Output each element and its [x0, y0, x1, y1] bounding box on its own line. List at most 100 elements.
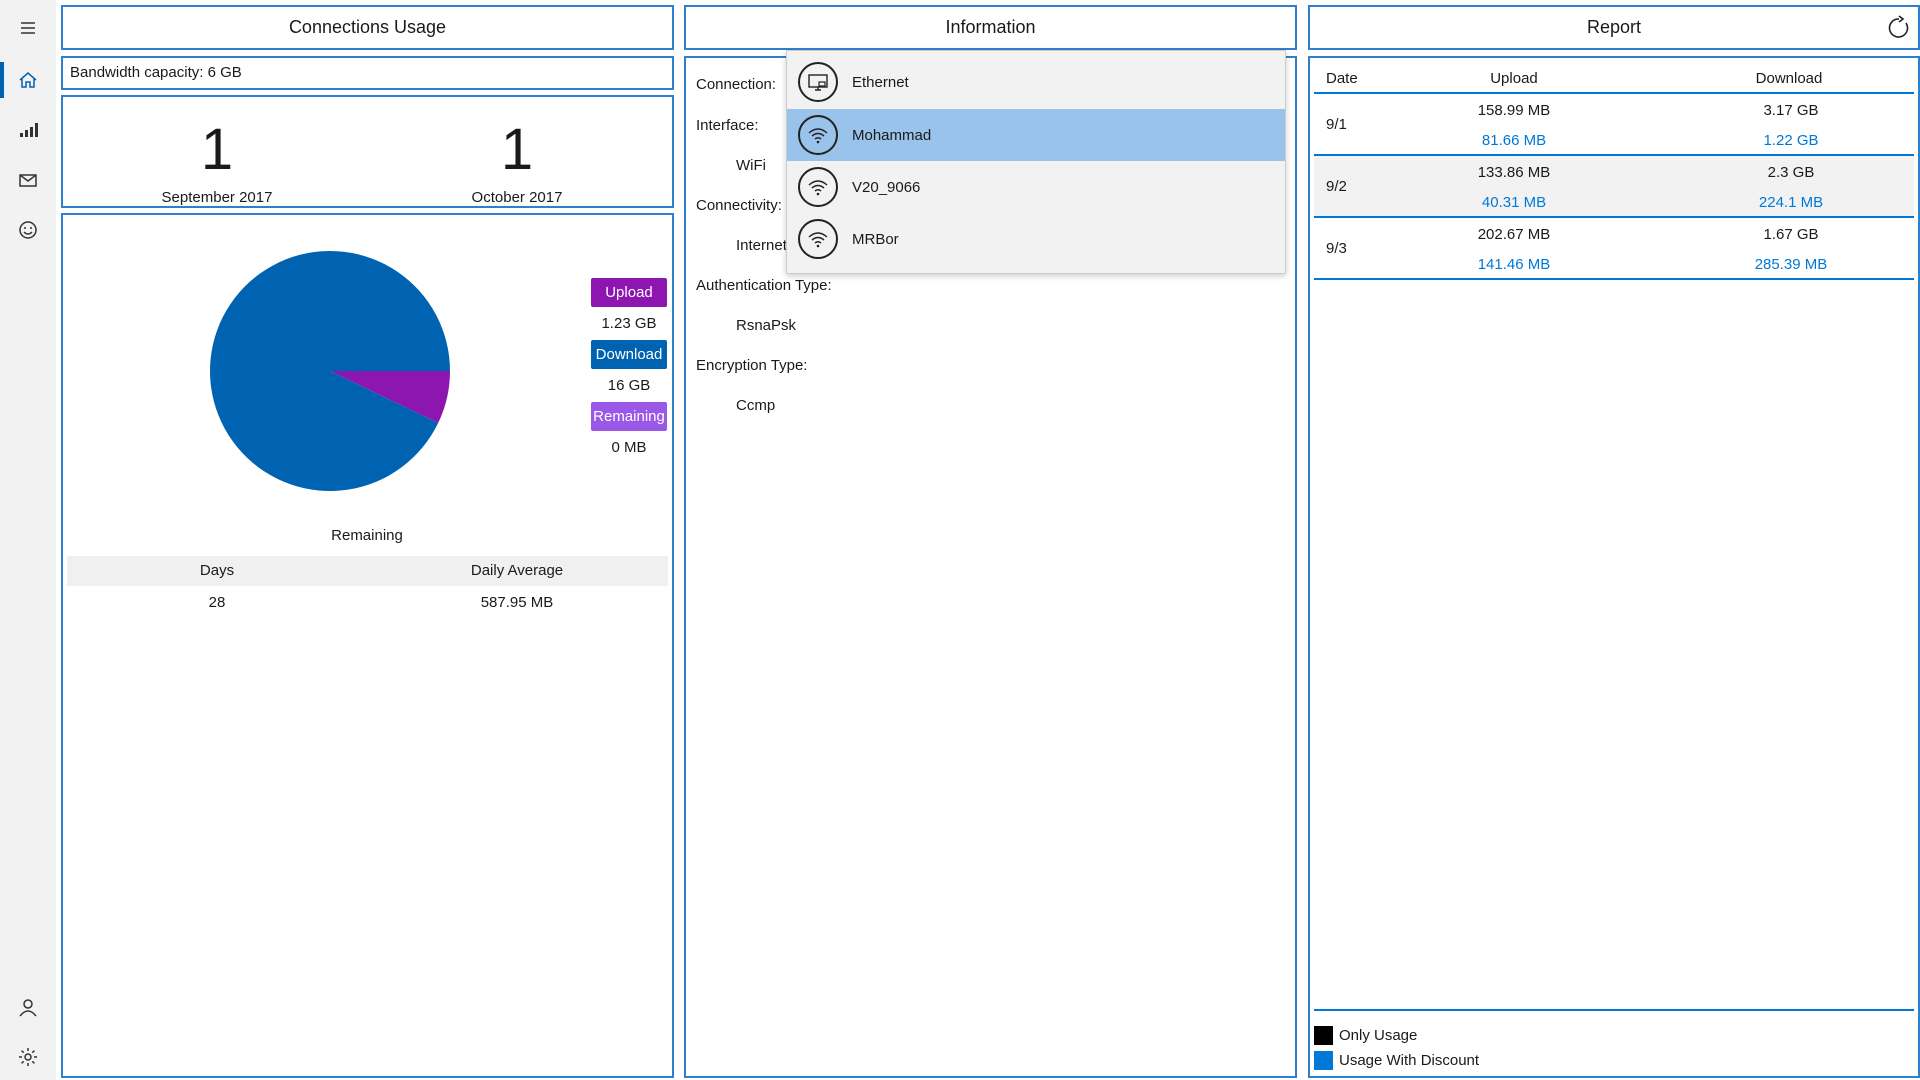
legend-usage-with-discount: Usage With Discount	[1314, 1048, 1914, 1073]
column-header-date: Date	[1326, 70, 1358, 87]
dropdown-item-mrbor[interactable]: MRBor	[787, 213, 1285, 265]
legend-remaining-value: 0 MB	[611, 439, 647, 456]
chart-caption: Remaining	[331, 527, 403, 544]
row-upload-discount: 81.66 MB	[1481, 132, 1547, 149]
column-header-upload: Upload	[1490, 70, 1538, 87]
nav-rail	[0, 0, 56, 1080]
row-date: 9/2	[1326, 178, 1347, 195]
row-upload: 158.99 MB	[1477, 102, 1551, 119]
dropdown-item-label: V20_9066	[852, 178, 921, 196]
auth-type-value: RsnaPsk	[736, 317, 797, 334]
month-counters: 1 September 2017 1 October 2017	[61, 95, 674, 208]
row-download-discount: 1.22 GB	[1763, 132, 1819, 149]
row-upload: 133.86 MB	[1477, 164, 1551, 181]
wifi-icon	[798, 115, 838, 155]
mail-icon	[19, 174, 37, 187]
info-header: Information	[684, 5, 1297, 50]
table-row[interactable]: 9/2 133.86 MB 40.31 MB 2.3 GB 224.1 MB	[1314, 156, 1914, 218]
counter-label: September 2017	[161, 189, 273, 206]
legend-swatch	[1314, 1051, 1333, 1070]
connectivity-value: Internet	[736, 237, 787, 254]
legend-swatch	[1314, 1026, 1333, 1045]
refresh-icon	[1888, 15, 1909, 38]
counter-label: October 2017	[471, 189, 563, 206]
legend-label: Usage With Discount	[1339, 1052, 1480, 1069]
wifi-icon	[798, 219, 838, 259]
legend-label: Only Usage	[1339, 1027, 1418, 1044]
hamburger-icon	[21, 22, 35, 34]
stats-daily-average-value: 587.95 MB	[480, 594, 554, 611]
dropdown-item-label: Ethernet	[852, 73, 909, 91]
report-header: Report	[1308, 5, 1920, 50]
report-panel	[1308, 56, 1920, 1078]
interface-label: Interface:	[696, 117, 759, 134]
legend-only-usage: Only Usage	[1314, 1023, 1914, 1048]
connectivity-label: Connectivity:	[696, 197, 782, 214]
info-title: Information	[945, 17, 1036, 37]
table-row[interactable]: 9/1 158.99 MB 81.66 MB 3.17 GB 1.22 GB	[1314, 94, 1914, 156]
usage-title: Connections Usage	[288, 17, 447, 37]
report-table: Date Upload Download 9/1 158.99 MB 81.66…	[1314, 64, 1914, 280]
row-upload-discount: 141.46 MB	[1477, 256, 1551, 273]
counter-october: 1 October 2017	[392, 117, 642, 207]
refresh-button[interactable]	[1886, 15, 1912, 41]
legend-upload-value: 1.23 GB	[601, 315, 657, 332]
nav-home[interactable]	[0, 56, 56, 104]
dropdown-item-label: Mohammad	[852, 126, 932, 144]
smiley-icon	[19, 221, 37, 239]
gear-icon	[19, 1048, 37, 1066]
stats-days-value: 28	[208, 594, 226, 611]
ethernet-icon	[798, 62, 838, 102]
legend-download-badge: Download	[591, 340, 667, 369]
counter-september: 1 September 2017	[92, 117, 342, 207]
person-icon	[19, 999, 37, 1017]
row-date: 9/1	[1326, 116, 1347, 133]
row-upload-discount: 40.31 MB	[1481, 194, 1547, 211]
usage-pie-chart	[210, 251, 450, 492]
nav-messages[interactable]	[0, 156, 56, 204]
legend-upload-badge: Upload	[591, 278, 667, 307]
home-icon	[19, 72, 37, 88]
encryption-type-value: Ccmp	[736, 397, 776, 414]
row-download: 3.17 GB	[1763, 102, 1819, 119]
counter-value: 1	[500, 117, 534, 182]
row-download-discount: 285.39 MB	[1754, 256, 1828, 273]
interface-value: WiFi	[736, 157, 766, 174]
report-header-row: Date Upload Download	[1314, 64, 1914, 94]
nav-statistics[interactable]	[0, 106, 56, 154]
stats-value-row: 28 587.95 MB	[67, 588, 668, 616]
connection-dropdown-list[interactable]: Ethernet Mohammad V20_9066 MRBor	[786, 50, 1286, 274]
stats-header-days: Days	[199, 562, 235, 579]
signal-bars-icon	[20, 123, 38, 137]
legend-remaining-badge: Remaining	[591, 402, 667, 431]
row-download: 2.3 GB	[1767, 164, 1815, 181]
row-date: 9/3	[1326, 240, 1347, 257]
dropdown-item-v20-9066[interactable]: V20_9066	[787, 161, 1285, 213]
auth-type-label: Authentication Type:	[696, 277, 832, 294]
pie-slice-upload	[330, 371, 450, 424]
nav-settings[interactable]	[0, 1033, 56, 1080]
legend-download-value: 16 GB	[607, 377, 651, 394]
row-upload: 202.67 MB	[1477, 226, 1551, 243]
nav-feedback[interactable]	[0, 206, 56, 254]
usage-chart-panel	[61, 213, 674, 1078]
nav-account[interactable]	[0, 983, 56, 1031]
dropdown-item-mohammad[interactable]: Mohammad	[787, 109, 1285, 161]
column-header-download: Download	[1755, 70, 1823, 87]
wifi-icon	[798, 167, 838, 207]
row-download-discount: 224.1 MB	[1758, 194, 1824, 211]
hamburger-menu-button[interactable]	[0, 4, 56, 52]
dropdown-item-label: MRBor	[852, 230, 899, 248]
report-title: Report	[1586, 17, 1642, 37]
pie-slice-download	[210, 251, 450, 492]
connection-label: Connection:	[696, 76, 777, 93]
dropdown-item-ethernet[interactable]: Ethernet	[787, 56, 1285, 108]
encryption-type-label: Encryption Type:	[696, 357, 808, 374]
table-row[interactable]: 9/3 202.67 MB 141.46 MB 1.67 GB 285.39 M…	[1314, 218, 1914, 280]
counter-value: 1	[200, 117, 234, 182]
bandwidth-capacity: Bandwidth capacity: 6 GB	[61, 56, 674, 90]
stats-header-daily-average: Daily Average	[470, 562, 564, 579]
stats-header-row: Days Daily Average	[67, 556, 668, 586]
report-legend: Only Usage Usage With Discount	[1314, 1009, 1914, 1073]
row-download: 1.67 GB	[1763, 226, 1819, 243]
